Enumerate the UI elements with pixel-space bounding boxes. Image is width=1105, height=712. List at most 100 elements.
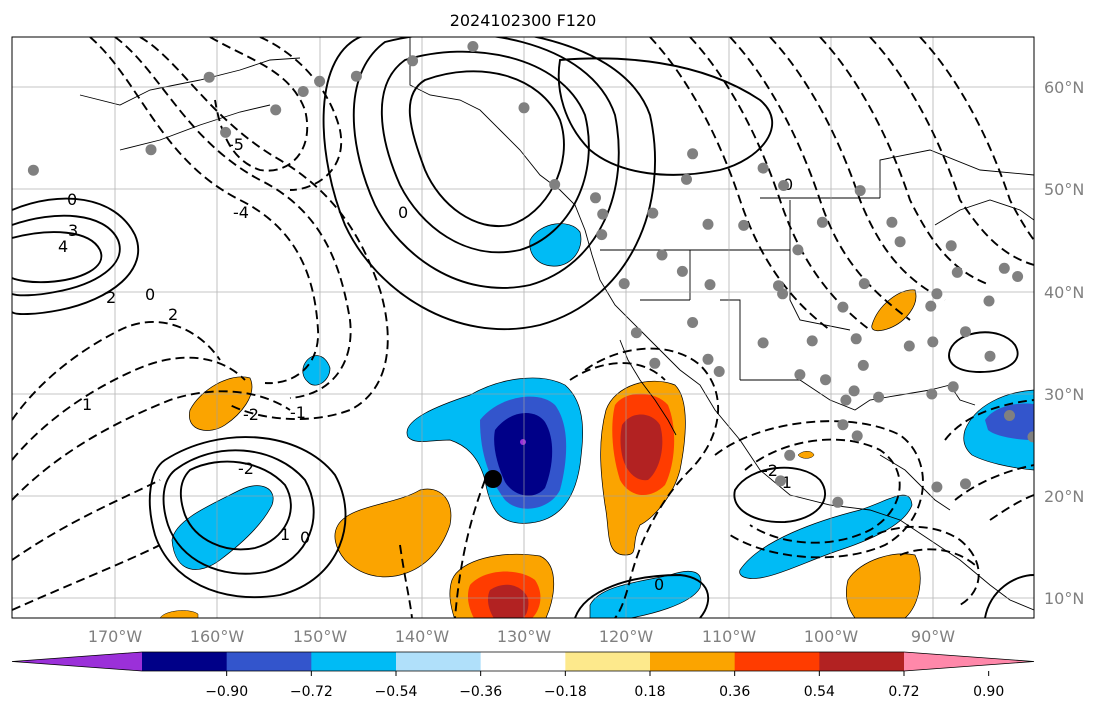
station-dot xyxy=(851,430,863,442)
station-dot xyxy=(854,185,866,197)
station-dot xyxy=(947,381,959,393)
station-dot xyxy=(773,280,784,292)
anomaly-region-negative xyxy=(520,439,526,445)
station-dot xyxy=(203,71,215,83)
colorbar-tick-label: −0.36 xyxy=(459,684,502,700)
station-dot xyxy=(757,337,769,349)
station-dot xyxy=(171,21,182,32)
anomaly-region-positive xyxy=(487,584,529,618)
station-dot xyxy=(945,240,957,252)
contour-label: 0 xyxy=(67,190,77,209)
anomaly-region-negative xyxy=(739,494,913,579)
station-dot xyxy=(27,164,39,176)
station-dot xyxy=(925,300,937,312)
station-dot xyxy=(297,86,309,97)
colorbar-segment xyxy=(819,652,905,671)
lon-label: 160°W xyxy=(190,627,245,646)
station-dot xyxy=(270,104,282,116)
station-dot xyxy=(702,353,714,365)
lat-label: 20°N xyxy=(1044,487,1084,506)
contour-label: 0 xyxy=(654,575,664,594)
longitude-labels: 170°W 160°W 150°W 140°W 130°W 120°W 110°… xyxy=(88,627,955,646)
anomaly-region-negative xyxy=(494,412,553,496)
station-dot xyxy=(1027,431,1034,443)
station-dot xyxy=(687,148,699,160)
station-dot xyxy=(894,236,906,248)
colorbar-segment xyxy=(311,652,397,671)
station-dot xyxy=(649,357,661,369)
contour-label: -1 xyxy=(290,403,306,422)
anomaly-region-positive xyxy=(797,451,815,459)
contour-label: -4 xyxy=(233,203,249,222)
station-dot xyxy=(738,219,750,231)
station-dot xyxy=(350,70,362,82)
colorbar-extend-low xyxy=(12,652,142,671)
lat-label: 10°N xyxy=(1044,589,1084,608)
map-frame xyxy=(11,36,1035,619)
station-dot xyxy=(837,301,849,313)
station-dot xyxy=(792,244,804,256)
station-dot xyxy=(816,216,828,228)
colorbar-segment xyxy=(142,652,228,671)
lon-label: 130°W xyxy=(497,627,552,646)
station-dot xyxy=(873,391,885,403)
contour-label: -5 xyxy=(228,135,244,154)
contour-label: -2 xyxy=(238,459,254,478)
station-dot xyxy=(806,335,818,347)
colorbar-extend-high xyxy=(904,652,1034,671)
station-dot xyxy=(590,192,601,204)
anomaly-region-positive xyxy=(871,289,917,332)
contour-label: 3 xyxy=(68,221,78,240)
anomaly-region-positive xyxy=(159,610,199,618)
contour-label: 1 xyxy=(280,525,290,544)
station-dot xyxy=(794,369,806,381)
station-dot xyxy=(702,218,714,230)
map-area: 0 0 -1 -2 0 2 1 0 3 4 -2 -4 -5 2 1 0 0 -… xyxy=(12,21,1103,618)
station-dot xyxy=(1092,279,1103,290)
contour-label: -2 xyxy=(243,405,259,424)
station-dot xyxy=(145,144,157,156)
station-dot xyxy=(926,388,938,400)
station-dot xyxy=(597,208,609,220)
colorbar-segment xyxy=(396,652,482,671)
station-dot xyxy=(983,295,995,307)
contour-label: 0 xyxy=(145,285,155,304)
anomaly-region-negative xyxy=(302,355,331,386)
lon-label: 110°W xyxy=(702,627,757,646)
map-title: 2024102300 F120 xyxy=(450,11,597,30)
station-dot xyxy=(820,374,831,386)
station-dot xyxy=(757,162,769,174)
anomaly-region-negative xyxy=(171,485,274,570)
station-dot xyxy=(777,288,789,300)
lon-label: 120°W xyxy=(599,627,654,646)
lon-label: 90°W xyxy=(911,627,955,646)
station-dot xyxy=(630,327,642,339)
colorbar-tick-label: 0.72 xyxy=(888,684,919,700)
station-dot xyxy=(407,55,419,67)
station-dot xyxy=(1050,445,1061,456)
station-dot xyxy=(931,481,943,493)
lat-label: 50°N xyxy=(1044,180,1084,199)
station-dot xyxy=(858,278,870,290)
colorbar-tick-label: −0.72 xyxy=(290,684,333,700)
station-dot xyxy=(903,340,915,352)
anomaly-region-positive xyxy=(845,553,921,618)
station-dot xyxy=(837,419,849,431)
colorbar: −0.90 −0.72 −0.54 −0.36 −0.18 0.18 0.36 0.54 0.7… xyxy=(11,651,1035,700)
colorbar-tick-label: 0.90 xyxy=(973,684,1004,700)
anomaly-region-positive xyxy=(189,376,253,431)
station-dot xyxy=(314,75,326,87)
station-dot xyxy=(857,359,869,371)
station-dot xyxy=(960,478,971,490)
station-dot xyxy=(713,366,725,377)
anomaly-region-negative xyxy=(985,403,1034,440)
lon-label: 100°W xyxy=(804,627,859,646)
station-dot xyxy=(1076,450,1087,461)
station-dot xyxy=(998,262,1010,274)
storm-center-marker xyxy=(484,470,502,488)
colorbar-segment xyxy=(734,652,820,671)
colorbar-tick-label: 0.18 xyxy=(634,684,665,700)
colorbar-segment xyxy=(650,652,736,671)
station-dot xyxy=(951,266,963,278)
colorbar-tick-label: −0.18 xyxy=(544,684,587,700)
